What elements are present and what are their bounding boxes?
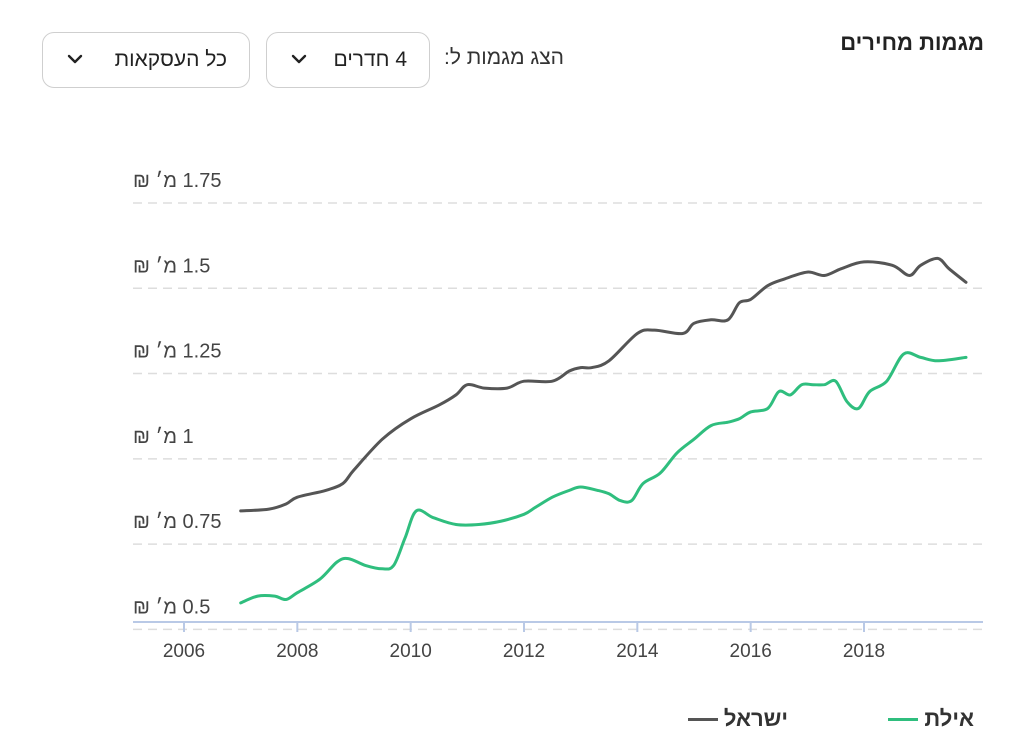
legend-swatch-eilat [888,717,919,721]
deals-dropdown-value: כל העסקאות [114,48,227,71]
y-tick-label: 1.5 מ׳ ₪ [133,255,210,277]
legend-item-eilat[interactable]: אילת [888,706,974,732]
deals-dropdown[interactable]: כל העסקאות [42,32,250,88]
legend-swatch-israel [687,717,718,721]
legend-item-israel[interactable]: ישראל [687,706,788,732]
x-tick-label: 2014 [616,641,659,662]
y-tick-label: 1.25 מ׳ ₪ [133,341,221,363]
gridlines [133,202,983,631]
series-line-israel [239,256,968,513]
y-tick-label: 1 מ׳ ₪ [133,426,194,448]
chevron-down-icon [67,54,83,64]
x-tick-label: 2010 [390,641,432,662]
x-axis [133,621,983,632]
chevron-down-icon [291,54,307,64]
y-tick-label: 0.75 מ׳ ₪ [133,511,221,533]
x-tick-label: 2012 [503,641,545,662]
x-axis-labels: 2006 2008 2010 2012 2014 2016 2018 [163,641,885,662]
y-tick-label: 1.75 מ׳ ₪ [133,170,221,192]
x-tick-label: 2008 [276,641,318,662]
page-title: מגמות מחירים [840,30,984,55]
price-trend-chart: 0.5 מ׳ ₪ 0.75 מ׳ ₪ 1 מ׳ ₪ 1.25 מ׳ ₪ 1.5 מ׳ ₪… [133,170,983,662]
rooms-dropdown[interactable]: 4 חדרים [266,32,430,88]
series-line-eilat [239,351,968,605]
legend-label-israel: ישראל [723,706,788,731]
legend-label-eilat: אילת [924,706,974,731]
show-trends-label: הצג מגמות ל: [444,46,564,69]
y-axis-labels: 0.5 מ׳ ₪ 0.75 מ׳ ₪ 1 מ׳ ₪ 1.25 מ׳ ₪ 1.5 מ׳ ₪… [133,170,221,618]
series-lines [239,256,968,605]
x-tick-label: 2016 [730,641,772,662]
x-tick-label: 2018 [843,641,885,662]
x-tick-label: 2006 [163,641,205,662]
rooms-dropdown-value: 4 חדרים [333,48,407,71]
y-tick-label: 0.5 מ׳ ₪ [133,596,210,618]
